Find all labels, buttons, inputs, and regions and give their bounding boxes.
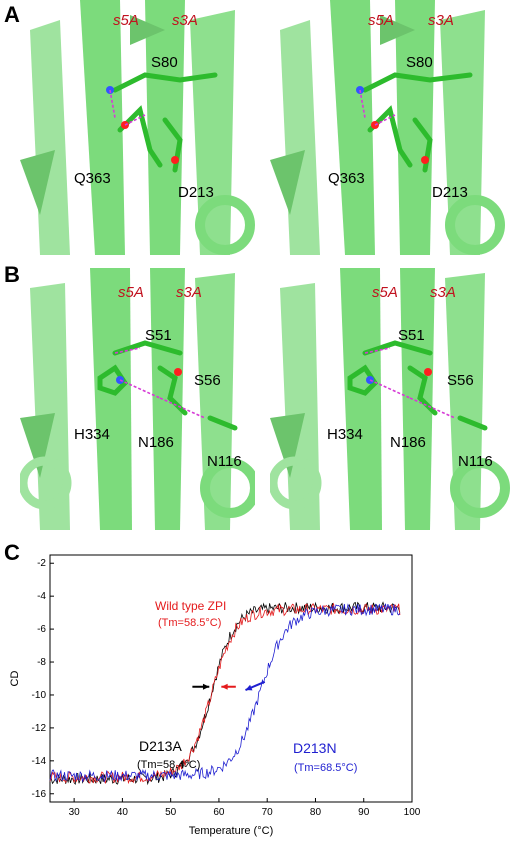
panel-a-right-structure: [270, 0, 520, 255]
plot-frame: [49, 554, 413, 803]
x-tick-label: 100: [404, 807, 421, 818]
panel-a-letter: A: [4, 2, 20, 27]
y-axis-label: CD: [9, 671, 21, 687]
series-line-0: [49, 601, 401, 786]
y-tick-label: -16: [32, 789, 47, 800]
series-line-2: [49, 603, 401, 783]
y-tick-label: -8: [37, 657, 46, 668]
residue-label-n116-right: N116: [458, 453, 493, 470]
strand-label-s3a-b-left: s3A: [176, 284, 202, 301]
arrow-wild-type-head: [221, 683, 228, 690]
x-tick-label: 70: [262, 807, 274, 818]
protein-cartoon-b-right: [270, 268, 520, 530]
residue-label-s56-right: S56: [447, 372, 474, 389]
strand-label-s5a-b-left: s5A: [118, 284, 144, 301]
x-tick-label: 60: [213, 807, 225, 818]
y-tick-label: -2: [37, 558, 46, 569]
x-axis-label: Temperature (°C): [189, 825, 273, 837]
residue-label-d213-left: D213: [178, 184, 214, 201]
panel-b-left-structure: [20, 268, 255, 530]
x-tick-label: 40: [117, 807, 129, 818]
panel-b-right-structure: [270, 268, 520, 530]
panel-c-letter: C: [4, 540, 20, 565]
arrow-d213a-head: [202, 683, 210, 690]
residue-label-q363-right: Q363: [328, 170, 365, 187]
x-tick-label: 80: [310, 807, 322, 818]
residue-label-s51-left: S51: [145, 327, 172, 344]
residue-label-d213-right: D213: [432, 184, 468, 201]
residue-label-s56-left: S56: [194, 372, 221, 389]
strand-label-s3a-a-right: s3A: [428, 12, 454, 29]
legend-d213n-tm: (Tm=68.5°C): [294, 762, 357, 774]
protein-cartoon-a-right: [270, 0, 520, 255]
strand-label-s5a-a-left: s5A: [113, 12, 139, 29]
x-tick-label: 50: [165, 807, 177, 818]
y-tick-label: -6: [37, 624, 46, 635]
strand-label-s5a-b-right: s5A: [372, 284, 398, 301]
strand-label-s3a-b-right: s3A: [430, 284, 456, 301]
y-tick-label: -14: [32, 756, 47, 767]
residue-label-n186-left: N186: [138, 434, 174, 451]
panel-a-left-structure: [20, 0, 255, 255]
y-tick-label: -10: [32, 690, 47, 701]
y-tick-label: -4: [37, 591, 46, 602]
x-tick-label: 90: [358, 807, 370, 818]
protein-cartoon-b-left: [20, 268, 255, 530]
residue-label-s80-right: S80: [406, 54, 433, 71]
residue-label-q363-left: Q363: [74, 170, 111, 187]
cd-melting-chart: 30 40 50 60 70 80 90 100 -2 -4 -6 -8 -10 -12 -14 -16 Tem…: [9, 554, 421, 837]
x-tick-label: 30: [69, 807, 81, 818]
series-line-1: [49, 602, 401, 785]
legend-wild-type-name: Wild type ZPI: [155, 599, 226, 613]
legend-d213a-tm: (Tm=58.4°C): [137, 759, 200, 771]
residue-label-s51-right: S51: [398, 327, 425, 344]
legend-wild-type-tm: (Tm=58.5°C): [158, 617, 221, 629]
residue-label-n186-right: N186: [390, 434, 426, 451]
arrow-d213n-head: [245, 684, 253, 691]
y-tick-label: -12: [32, 723, 47, 734]
residue-label-h334-right: H334: [327, 426, 363, 443]
strand-label-s5a-a-right: s5A: [368, 12, 394, 29]
legend-d213a-name: D213A: [139, 738, 182, 754]
legend-d213n-name: D213N: [293, 740, 337, 756]
protein-cartoon-a-left: [20, 0, 255, 255]
residue-label-n116-left: N116: [207, 453, 242, 470]
residue-label-s80-left: S80: [151, 54, 178, 71]
panel-b-letter: B: [4, 262, 20, 287]
strand-label-s3a-a-left: s3A: [172, 12, 198, 29]
residue-label-h334-left: H334: [74, 426, 110, 443]
